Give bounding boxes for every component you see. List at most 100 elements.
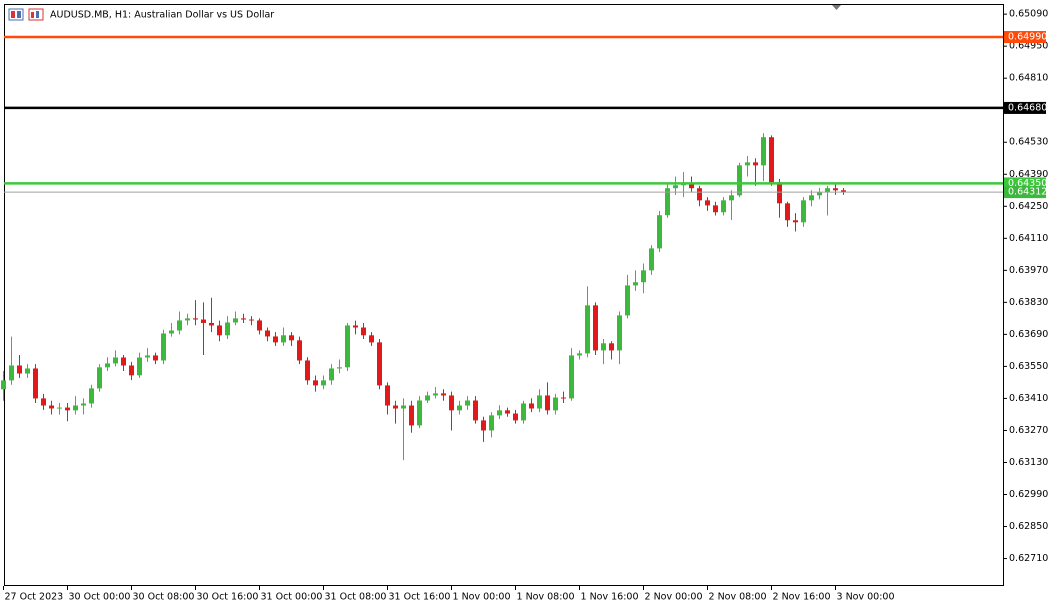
candle-body: [777, 182, 782, 204]
price-label: 0.64350: [1008, 178, 1047, 189]
candle-body: [497, 410, 502, 416]
candle-body: [537, 395, 542, 409]
y-tick-label: 0.63690: [1009, 329, 1048, 340]
candle-body: [817, 192, 822, 196]
candle-body: [321, 380, 326, 386]
candle-body: [569, 355, 574, 399]
candle-body: [833, 188, 838, 191]
x-tick-label: 31 Oct 00:00: [261, 592, 323, 603]
candle-body: [89, 388, 94, 404]
candle-body: [121, 357, 126, 366]
candle-body: [393, 405, 398, 409]
candle-body: [793, 220, 798, 223]
price-label: 0.64312: [1008, 187, 1047, 198]
candle-body: [657, 215, 662, 249]
x-tick-label: 1 Nov 16:00: [581, 592, 639, 603]
candle-body: [33, 368, 38, 399]
candle-body: [809, 195, 814, 201]
candle-body: [713, 205, 718, 213]
candle-body: [401, 405, 406, 409]
x-tick-label: 31 Oct 16:00: [389, 592, 451, 603]
y-tick-label: 0.63830: [1009, 297, 1048, 308]
chart-title: AUDUSD.MB, H1: Australian Dollar vs US D…: [50, 10, 274, 21]
candle-body: [257, 320, 262, 331]
candle-body: [465, 400, 470, 406]
x-tick-label: 30 Oct 08:00: [133, 592, 195, 603]
header-icons: [8, 8, 44, 21]
candle-body: [441, 393, 446, 396]
candle-body: [209, 322, 214, 326]
x-tick-label: 1 Nov 08:00: [517, 592, 575, 603]
x-tick-label: 1 Nov 00:00: [453, 592, 511, 603]
candle-body: [57, 407, 62, 409]
candle-body: [601, 343, 606, 351]
candle-body: [577, 353, 582, 356]
candle-body: [193, 318, 198, 320]
candle-body: [353, 325, 358, 328]
x-tick-label: 2 Nov 00:00: [645, 592, 703, 603]
candle-body: [649, 248, 654, 271]
candle-body: [329, 368, 334, 381]
candle-body: [289, 335, 294, 341]
candle-body: [737, 165, 742, 196]
x-tick-label: 27 Oct 2023: [5, 592, 64, 603]
candle-body: [145, 355, 150, 358]
candle-body: [521, 403, 526, 421]
candle-body: [65, 407, 70, 411]
price-label-box: [1004, 186, 1046, 199]
candle-body: [297, 340, 302, 361]
y-tick-label: 0.64110: [1009, 233, 1048, 244]
candle-body: [433, 393, 438, 396]
candle-body: [585, 305, 590, 354]
candle-body: [81, 403, 86, 406]
candle-body: [153, 355, 158, 361]
candle-body: [129, 365, 134, 376]
x-tick-label: 2 Nov 16:00: [773, 592, 831, 603]
candle-body: [505, 410, 510, 414]
y-tick-label: 0.62710: [1009, 553, 1048, 564]
candle-body: [721, 200, 726, 213]
candle-body: [225, 322, 230, 336]
x-tick-label: 30 Oct 00:00: [69, 592, 131, 603]
icon-part: [11, 11, 15, 18]
candle-body: [281, 335, 286, 343]
price-label: 0.64990: [1008, 32, 1047, 43]
candle-body: [617, 315, 622, 351]
candle-body: [545, 395, 550, 411]
candle-body: [185, 318, 190, 321]
candle-body: [345, 325, 350, 368]
y-tick-label: 0.63970: [1009, 265, 1048, 276]
y-tick-label: 0.65090: [1009, 9, 1048, 20]
candle-body: [17, 365, 22, 374]
candle-body: [409, 405, 414, 426]
price-label: 0.64680: [1008, 102, 1047, 113]
candle-body: [169, 330, 174, 334]
candle-body: [641, 270, 646, 283]
candle-body: [105, 363, 110, 368]
candle-body: [177, 320, 182, 331]
x-tick-label: 30 Oct 16:00: [197, 592, 259, 603]
candle-body: [489, 415, 494, 431]
candle-body: [785, 203, 790, 221]
candle-body: [49, 405, 54, 409]
y-tick-label: 0.64530: [1009, 137, 1048, 148]
candle-body: [1, 380, 6, 390]
candle-body: [665, 188, 670, 216]
y-tick-label: 0.64250: [1009, 201, 1048, 212]
candle-body: [449, 395, 454, 411]
x-tick-label: 31 Oct 08:00: [325, 592, 387, 603]
price-label-box: [1004, 31, 1046, 44]
icon-menu: [8, 8, 24, 21]
candle-body: [201, 319, 206, 323]
candle-body: [561, 397, 566, 399]
icon-part: [31, 12, 34, 18]
candle-body: [361, 327, 366, 336]
candle-body: [161, 333, 166, 361]
x-tick-label: 3 Nov 00:00: [837, 592, 895, 603]
candle-body: [801, 200, 806, 223]
y-tick-label: 0.62850: [1009, 521, 1048, 532]
candle-body: [273, 336, 278, 343]
candle-body: [473, 400, 478, 421]
candle-body: [305, 360, 310, 381]
